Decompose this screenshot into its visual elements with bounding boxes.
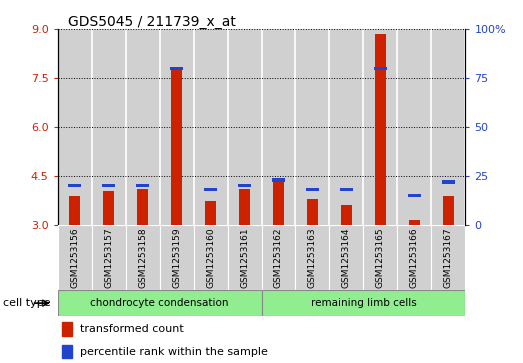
Bar	[329, 29, 363, 225]
Bar	[160, 225, 194, 290]
Bar	[262, 29, 295, 225]
Bar	[62, 322, 72, 336]
Text: GSM1253165: GSM1253165	[376, 227, 385, 288]
Bar	[262, 225, 295, 290]
Bar	[295, 225, 329, 290]
Bar	[442, 180, 455, 184]
Bar	[204, 188, 217, 191]
Bar	[363, 29, 397, 225]
Bar	[126, 225, 160, 290]
Text: GSM1253161: GSM1253161	[240, 227, 249, 288]
Bar	[69, 196, 81, 225]
Bar	[170, 68, 183, 225]
Bar	[102, 184, 115, 187]
Bar	[58, 290, 262, 316]
Bar	[329, 225, 363, 290]
Bar	[160, 29, 194, 225]
Bar	[306, 188, 319, 191]
Bar	[272, 178, 285, 182]
Bar	[238, 184, 251, 187]
Bar	[194, 29, 228, 225]
Bar	[126, 29, 160, 225]
Text: percentile rank within the sample: percentile rank within the sample	[80, 347, 268, 357]
Bar	[442, 196, 454, 225]
Bar	[340, 188, 353, 191]
Bar	[397, 29, 431, 225]
Bar	[228, 225, 262, 290]
Text: GSM1253164: GSM1253164	[342, 228, 351, 288]
Text: GSM1253157: GSM1253157	[104, 227, 113, 288]
Bar	[340, 205, 353, 225]
Bar	[228, 29, 262, 225]
Text: GSM1253162: GSM1253162	[274, 228, 283, 288]
Bar	[431, 225, 465, 290]
Text: GSM1253167: GSM1253167	[444, 227, 453, 288]
Bar	[295, 29, 329, 225]
Text: GSM1253160: GSM1253160	[206, 227, 215, 288]
Bar	[272, 181, 285, 225]
Bar	[431, 29, 465, 225]
Bar	[408, 194, 421, 197]
Bar	[238, 189, 251, 225]
Bar	[397, 225, 431, 290]
Bar	[137, 189, 149, 225]
Text: GSM1253163: GSM1253163	[308, 227, 317, 288]
Bar	[262, 290, 465, 316]
Text: GDS5045 / 211739_x_at: GDS5045 / 211739_x_at	[68, 15, 236, 29]
Bar	[194, 225, 228, 290]
Text: remaining limb cells: remaining limb cells	[311, 298, 416, 308]
Bar	[58, 29, 92, 225]
Bar	[136, 184, 149, 187]
Text: cell type: cell type	[3, 298, 50, 308]
Bar	[58, 225, 92, 290]
Bar	[363, 225, 397, 290]
Bar	[92, 29, 126, 225]
Bar	[62, 345, 72, 358]
Text: chondrocyte condensation: chondrocyte condensation	[90, 298, 229, 308]
Bar	[408, 220, 420, 225]
Text: GSM1253166: GSM1253166	[410, 227, 419, 288]
Bar	[306, 199, 319, 225]
Text: GSM1253158: GSM1253158	[138, 227, 147, 288]
Text: GSM1253159: GSM1253159	[172, 227, 181, 288]
Bar	[374, 34, 386, 225]
Bar	[170, 66, 183, 70]
Text: transformed count: transformed count	[80, 324, 184, 334]
Bar	[103, 191, 115, 225]
Bar	[204, 200, 217, 225]
Bar	[374, 66, 387, 70]
Bar	[92, 225, 126, 290]
Text: GSM1253156: GSM1253156	[70, 227, 79, 288]
Bar	[68, 184, 81, 187]
